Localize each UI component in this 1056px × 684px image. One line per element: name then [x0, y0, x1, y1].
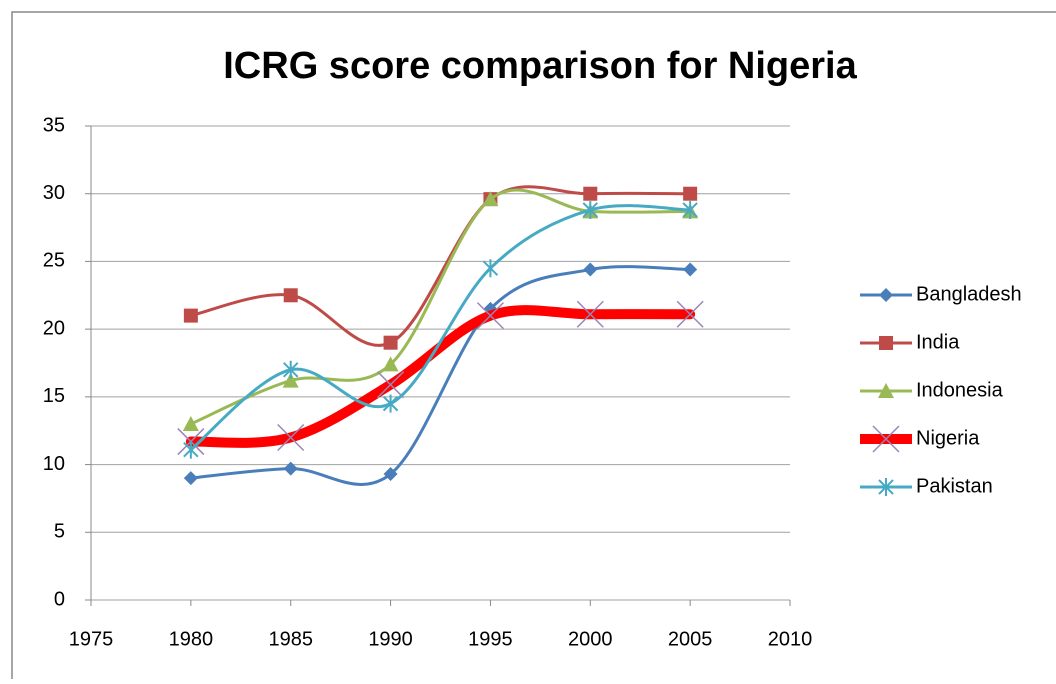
legend-label: Indonesia: [916, 379, 1004, 401]
legend-label: India: [916, 331, 960, 353]
chart-border: [11, 11, 1056, 684]
x-tick-label: 1995: [468, 628, 513, 650]
x-tick-label: 1990: [368, 628, 413, 650]
y-tick-label: 5: [54, 521, 65, 543]
data-point: [382, 356, 399, 372]
data-point: [383, 467, 398, 482]
x-tick-label: 2005: [668, 628, 713, 650]
y-tick-label: 10: [43, 453, 65, 475]
legend-label: Bangladesh: [916, 283, 1022, 305]
y-tick-label: 15: [43, 385, 65, 407]
data-point: [482, 191, 499, 207]
data-point: [476, 302, 504, 330]
data-point: [482, 259, 499, 278]
legend-marker: [879, 336, 893, 350]
data-point: [383, 335, 398, 350]
legend-marker: [878, 383, 894, 398]
y-tick-label: 30: [43, 182, 65, 204]
data-point: [382, 394, 399, 413]
data-point: [282, 372, 299, 388]
legend-marker: [872, 425, 900, 453]
data-point: [277, 423, 305, 452]
data-point: [283, 360, 299, 379]
data-point: [283, 461, 298, 476]
data-point: [683, 186, 698, 201]
series-line: [189, 204, 692, 452]
data-point: [583, 186, 598, 201]
data-point: [377, 371, 405, 399]
data-point: [682, 200, 698, 219]
x-tick-label: 1975: [69, 628, 114, 650]
y-tick-label: 0: [54, 588, 65, 610]
data-point: [683, 262, 698, 277]
data-point: [576, 300, 604, 328]
data-point: [582, 200, 598, 219]
series-line: [189, 265, 692, 486]
data-point: [583, 262, 598, 277]
data-point: [183, 308, 198, 323]
data-point: [183, 471, 198, 486]
x-tick-label: 2010: [768, 628, 813, 650]
chart-title: ICRG score comparison for Nigeria: [223, 45, 857, 87]
y-tick-label: 20: [43, 317, 65, 339]
series-line: [185, 305, 696, 448]
series-line: [189, 188, 692, 426]
data-point: [182, 415, 199, 431]
data-point: [676, 300, 704, 328]
legend-marker: [878, 478, 894, 496]
legend-marker: [879, 288, 893, 302]
y-tick-label: 25: [43, 250, 65, 272]
data-point: [283, 288, 298, 303]
x-tick-label: 1985: [268, 628, 313, 650]
x-tick-label: 1980: [169, 628, 214, 650]
legend-label: Nigeria: [916, 427, 980, 449]
data-point: [183, 440, 199, 459]
y-tick-label: 35: [43, 114, 65, 136]
legend-label: Pakistan: [916, 475, 993, 497]
x-tick-label: 2000: [568, 628, 613, 650]
